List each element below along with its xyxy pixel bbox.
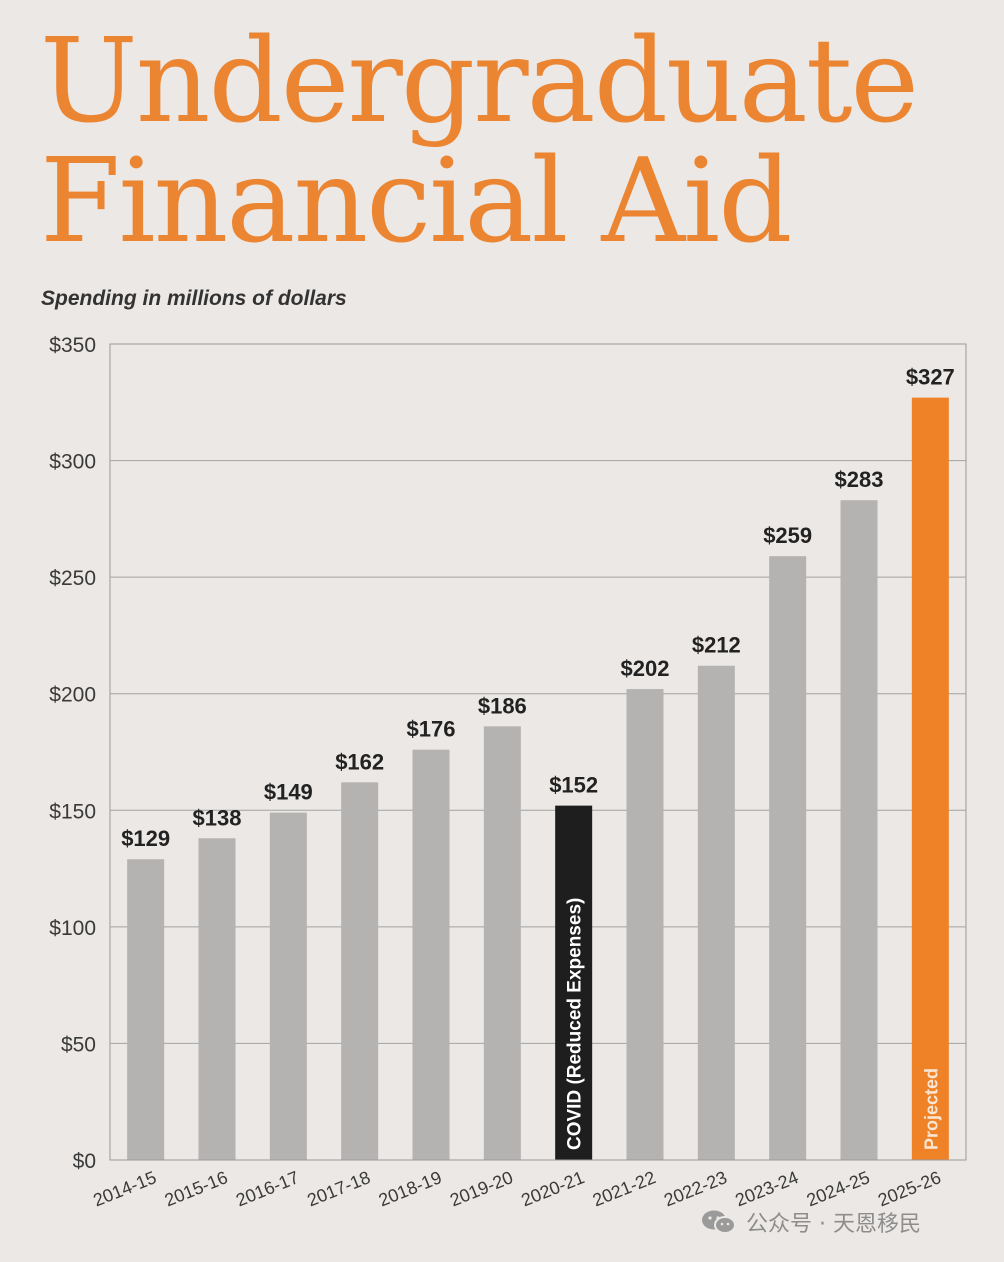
bar-value-label: $212 (692, 633, 741, 658)
bar (412, 749, 450, 1160)
chart-subtitle: Spending in millions of dollars (41, 287, 347, 310)
title-line-1: Undergraduate (40, 14, 919, 149)
bar-value-label: $186 (478, 693, 527, 718)
bar (198, 838, 236, 1160)
bar (269, 812, 307, 1160)
x-tick-label: 2020-21 (518, 1167, 587, 1210)
bar (341, 782, 379, 1160)
bar-annotation: Projected (921, 1068, 941, 1150)
bar-value-label: $259 (763, 523, 812, 548)
bar-value-label: $162 (335, 749, 384, 774)
bar (840, 500, 878, 1161)
x-tick-label: 2025-26 (875, 1167, 944, 1210)
bar-value-label: $202 (621, 656, 670, 681)
bar-chart: $0 $50 $100 $150 $200 $250 $300 $350 $129 2014-15… (49, 334, 967, 1210)
bar (697, 665, 735, 1160)
title-line-2: Financial Aid (40, 134, 792, 269)
x-tick-label: 2014-15 (90, 1167, 159, 1210)
bar-value-label: $176 (407, 717, 456, 742)
chart-title: Undergraduate Financial Aid (40, 22, 919, 262)
y-tick-label: $50 (61, 1033, 96, 1056)
bar-value-label: $327 (906, 365, 955, 390)
bar (555, 805, 593, 1160)
y-tick-label: $150 (49, 800, 96, 823)
y-tick-label: $100 (49, 917, 96, 940)
bar-value-label: $138 (193, 805, 242, 830)
watermark-text: 公众号 · 天恩移民 (746, 1212, 921, 1237)
y-tick-label: $300 (49, 451, 96, 474)
watermark: 公众号 · 天恩移民 (700, 1206, 921, 1238)
y-tick-label: $250 (49, 567, 96, 590)
x-tick-label: 2021-22 (590, 1167, 659, 1210)
y-tick-label: $0 (73, 1150, 96, 1173)
bar-value-label: $149 (264, 780, 313, 805)
x-tick-label: 2024-25 (804, 1167, 873, 1210)
bar (127, 859, 165, 1160)
bar (911, 397, 949, 1160)
wechat-icon (702, 1210, 736, 1234)
bar-value-label: $129 (121, 826, 170, 851)
bar-value-label: $152 (549, 773, 598, 798)
x-tick-label: 2023-24 (732, 1167, 801, 1210)
bar-value-label: $283 (835, 467, 884, 492)
x-tick-label: 2017-18 (304, 1167, 373, 1210)
y-tick-label: $200 (49, 684, 96, 707)
x-tick-label: 2015-16 (162, 1167, 231, 1210)
x-tick-label: 2022-23 (661, 1167, 730, 1210)
bar (769, 556, 807, 1160)
y-tick-label: $350 (49, 334, 96, 357)
bar (626, 689, 664, 1160)
x-tick-label: 2018-19 (376, 1167, 445, 1210)
bar-annotation: COVID (Reduced Expenses) (565, 898, 586, 1150)
plot-frame (109, 343, 967, 1161)
x-tick-label: 2016-17 (233, 1167, 302, 1210)
bar (483, 726, 521, 1160)
x-tick-label: 2019-20 (447, 1167, 516, 1210)
